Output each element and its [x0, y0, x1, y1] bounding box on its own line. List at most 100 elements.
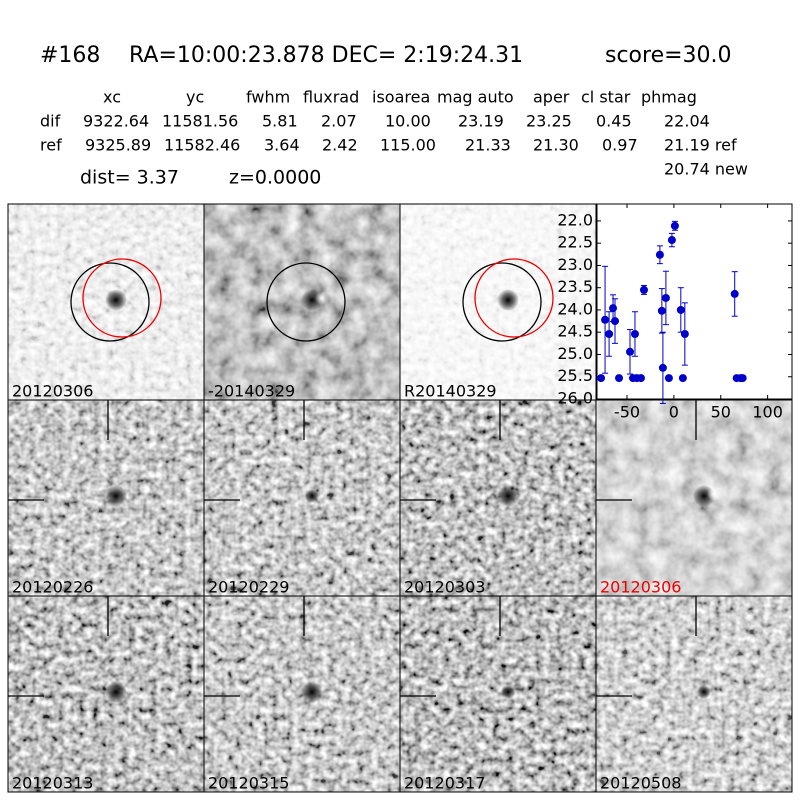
table-cell: 9322.64	[83, 112, 149, 131]
stamp-label: 20120315	[208, 774, 289, 793]
column-header: phmag	[641, 88, 697, 107]
stamp-wash	[596, 596, 792, 792]
redshift: z=0.0000	[229, 167, 321, 189]
point	[730, 289, 739, 298]
column-header: isoarea	[372, 88, 430, 107]
table-cell: 21.19 ref	[664, 136, 737, 155]
point	[664, 374, 673, 383]
table-cell: 22.04	[664, 112, 710, 131]
source	[497, 485, 519, 507]
stamp-label: 20120303	[404, 578, 485, 597]
aperture-ref	[82, 258, 162, 338]
table-cell: 2.07	[321, 112, 357, 131]
source	[105, 289, 127, 311]
table-cell: 21.33	[465, 136, 511, 155]
stamp-label: 20120313	[12, 774, 93, 793]
point	[636, 374, 645, 383]
stamps: 20120306 -20140329 R20140329 20120226 201202…	[7, 203, 793, 793]
table-cell: 11581.56	[162, 112, 238, 131]
table-cell: 10.00	[385, 112, 431, 131]
source	[301, 681, 323, 703]
residual	[707, 487, 721, 501]
table-cell: 21.30	[533, 136, 579, 155]
table-cell: dif	[40, 112, 61, 131]
aperture	[70, 262, 150, 342]
column-header: aper	[533, 88, 570, 107]
point	[615, 374, 624, 383]
x-tick-label: 0	[669, 403, 679, 422]
point	[626, 347, 634, 356]
stamp-label: 20120229	[208, 578, 289, 597]
stamp-wash	[400, 596, 596, 792]
column-header: cl star	[581, 88, 631, 107]
stamp-image	[204, 400, 400, 596]
y-tick-label: 25.5	[557, 366, 593, 385]
source	[105, 485, 127, 507]
stamp-image	[596, 596, 792, 792]
y-tick-label: 22.0	[557, 210, 593, 229]
y-tick-label: 23.5	[557, 277, 593, 296]
table: xc yc fwhm fluxrad isoarea mag auto aper cl sta…	[40, 88, 748, 179]
source	[305, 489, 319, 503]
y-tick-label: 24.0	[557, 299, 593, 318]
point	[655, 250, 664, 259]
lightcurve: 22.0 22.5 23.0 23.5 24.0 24.5 25.0 25.5 26.0 -50 0…	[557, 203, 793, 422]
point	[738, 374, 747, 383]
residual	[315, 291, 329, 305]
stamp-image	[400, 596, 596, 792]
table-cell: 3.64	[264, 136, 300, 155]
point	[605, 330, 614, 338]
stamp-wash	[204, 400, 400, 596]
point	[609, 304, 618, 313]
table-cell: 23.19	[458, 112, 504, 131]
table-cell: 2.42	[322, 136, 358, 155]
aperture	[462, 262, 542, 342]
point	[661, 293, 670, 302]
y-tick-label: 25.0	[557, 344, 593, 363]
table-cell: 5.81	[262, 112, 298, 131]
column-header: mag auto	[437, 88, 514, 107]
point	[630, 330, 639, 338]
aperture-ref	[474, 258, 554, 338]
source	[105, 681, 127, 703]
point	[667, 236, 676, 245]
point	[678, 374, 687, 383]
table-cell: 11582.46	[164, 136, 240, 155]
point	[680, 330, 689, 338]
stamp-label: 20120226	[12, 578, 93, 597]
point	[611, 317, 619, 326]
column-header: xc	[103, 88, 121, 107]
dist: dist= 3.37	[80, 167, 179, 189]
stamp-label: 20120306	[12, 382, 93, 401]
source	[497, 289, 519, 311]
table-cell: 20.74 new	[664, 160, 748, 179]
table-cell: ref	[40, 136, 62, 155]
table-cell: 0.97	[602, 136, 638, 155]
column-header: yc	[186, 88, 204, 107]
y-tick-label: 22.5	[557, 233, 593, 252]
point	[670, 221, 679, 230]
point	[676, 305, 685, 314]
table-cell: 0.45	[596, 112, 632, 131]
stamp-border	[595, 595, 793, 793]
candidate-id: #168	[40, 43, 100, 68]
column-header: fwhm	[246, 88, 290, 107]
source	[697, 685, 711, 699]
column-header: fluxrad	[303, 88, 359, 107]
point	[658, 363, 667, 372]
stamp-label: 20120306	[600, 578, 681, 597]
score: score=30.0	[605, 43, 732, 68]
table-cell: 9325.89	[85, 136, 151, 155]
point	[597, 374, 606, 383]
stamp-label: 20120508	[600, 774, 681, 793]
y-tick-label: 23.0	[557, 255, 593, 274]
stamp-label: R20140329	[404, 382, 497, 401]
point	[657, 306, 666, 315]
y-tick-label: 24.5	[557, 322, 593, 341]
point	[639, 285, 648, 294]
point	[601, 315, 610, 324]
plot-area	[596, 203, 793, 400]
aperture	[266, 262, 346, 342]
